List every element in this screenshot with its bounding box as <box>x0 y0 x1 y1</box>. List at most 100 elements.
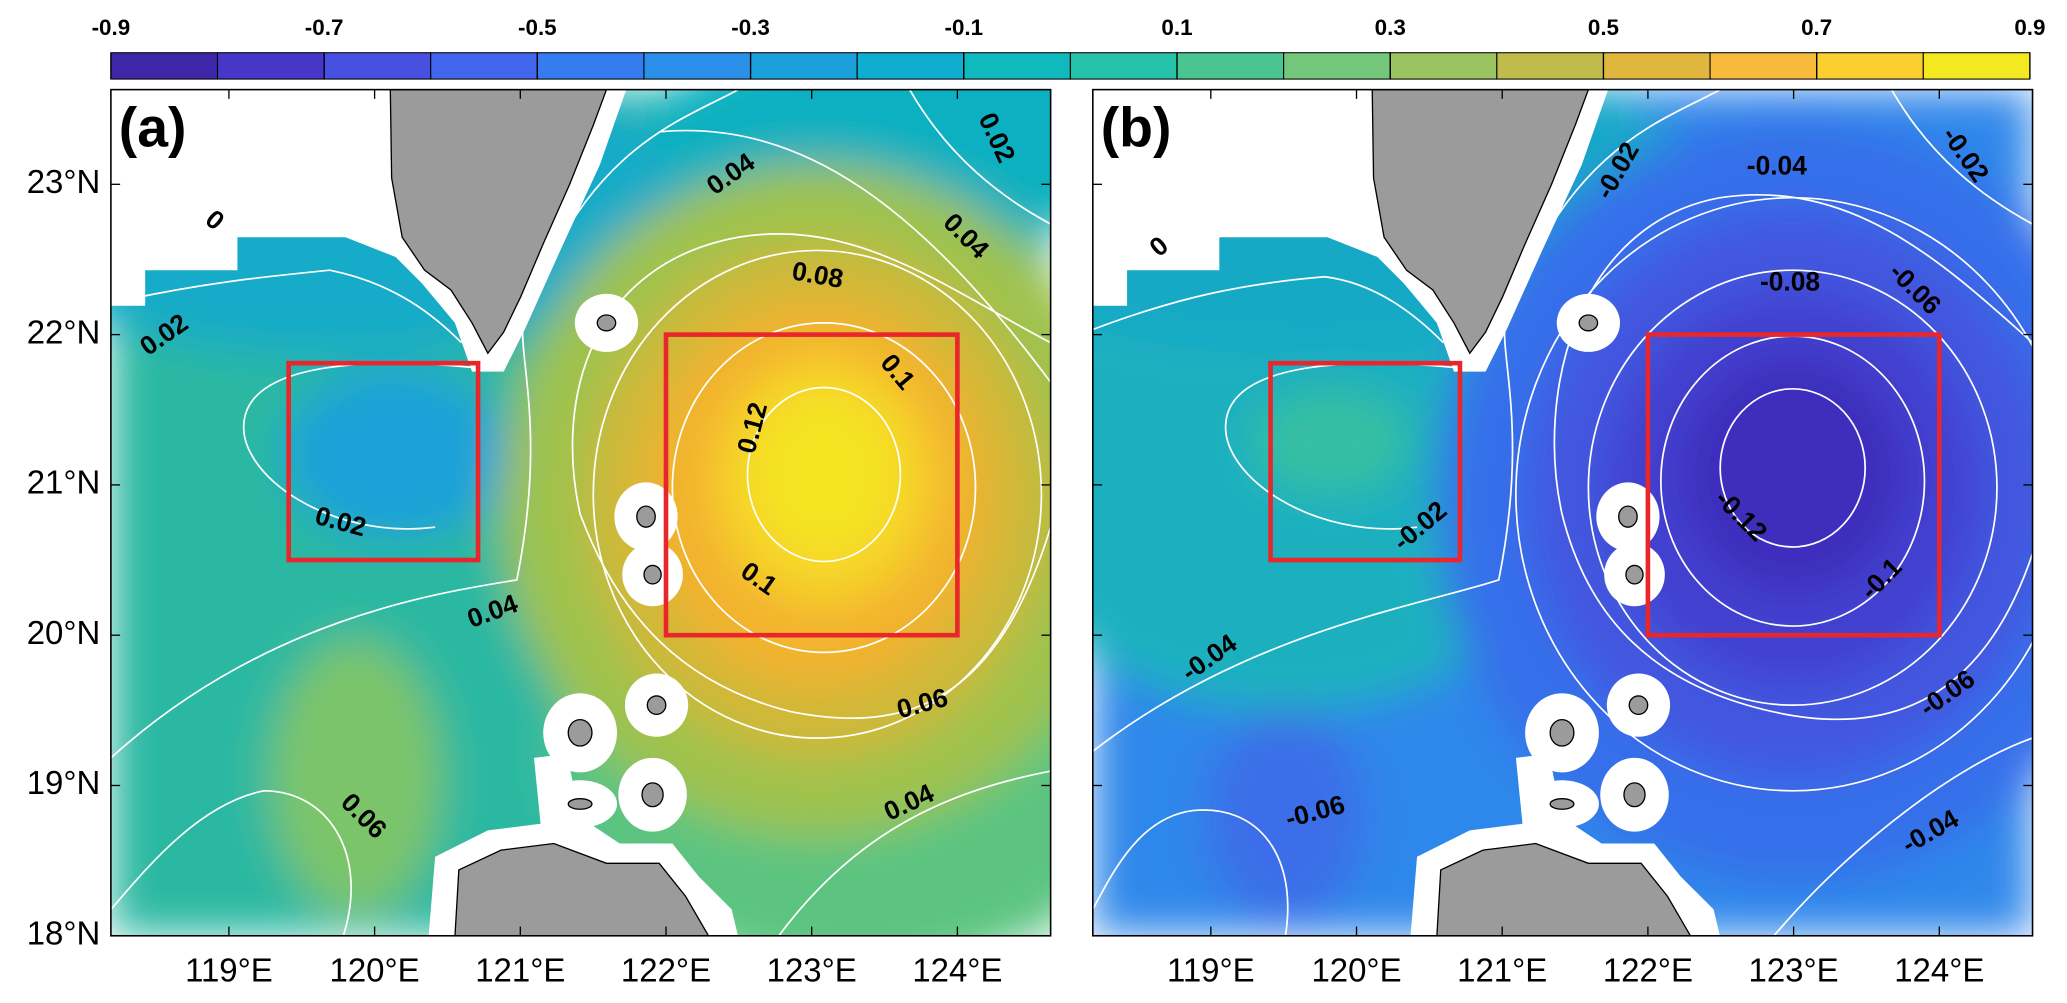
contour-line <box>592 249 1043 739</box>
map-panel: 00.020.040.020.040.080.10.120.020.10.040… <box>27 88 1052 988</box>
contour-line <box>746 386 902 563</box>
colorbar-segment <box>1283 52 1391 80</box>
contour-line <box>1890 89 2033 225</box>
colorbar-tick-label: -0.1 <box>944 15 983 40</box>
colorbar-tick-label: -0.5 <box>518 15 557 40</box>
contour-line <box>571 233 1051 720</box>
study-box <box>1645 332 1942 638</box>
panel-label: (b) <box>1101 96 1172 158</box>
x-tick-label: 122°E <box>1603 951 1693 988</box>
contour-line <box>1587 269 1998 706</box>
colorbar-tick-label: -0.9 <box>92 15 131 40</box>
field-region <box>270 639 442 917</box>
y-tick-label: 22°N <box>27 313 101 350</box>
colorbar-tick-label: 0.7 <box>1801 15 1832 40</box>
study-box <box>286 360 481 563</box>
y-tick-label: 21°N <box>27 464 101 501</box>
field <box>1092 89 2033 936</box>
field-region <box>1206 711 1365 923</box>
island <box>1578 314 1599 332</box>
colorbar-segment <box>1389 52 1498 80</box>
colorbar-segment <box>1602 52 1711 80</box>
island <box>641 782 664 808</box>
contour-line <box>1092 89 1721 752</box>
island <box>1549 718 1575 747</box>
island <box>567 718 593 747</box>
colorbar-segment <box>963 52 1071 80</box>
colorbar-segment <box>1496 52 1604 80</box>
colorbar-tick-label: 0.5 <box>1588 15 1619 40</box>
island <box>567 798 593 810</box>
field-region <box>1680 355 1905 594</box>
island <box>1628 695 1649 716</box>
island <box>643 564 662 585</box>
colorbar-segment <box>110 52 219 80</box>
colorbar-segment <box>323 52 432 80</box>
x-tick-label: 124°E <box>912 951 1002 988</box>
land <box>1371 89 1590 355</box>
x-tick-label: 123°E <box>767 951 857 988</box>
colorbar-segment <box>856 52 965 80</box>
y-tick-label: 18°N <box>27 914 101 951</box>
x-tick-label: 120°E <box>330 951 420 988</box>
colorbar-segment <box>643 52 752 80</box>
contour-label: -0.04 <box>1747 150 1807 180</box>
contour-line <box>1719 387 1867 548</box>
map-panel: 0-0.02 -0.04 -0.02-0.08 -0.06-0.02 -0.12-0.1… <box>1092 88 2034 988</box>
y-tick-label: 20°N <box>27 614 101 651</box>
contour-line <box>777 770 1051 936</box>
x-tick-label: 120°E <box>1311 951 1401 988</box>
land <box>1436 842 1692 936</box>
island <box>596 314 617 332</box>
contour-line <box>1092 809 1289 936</box>
study-box <box>663 332 960 638</box>
x-tick-label: 121°E <box>475 951 565 988</box>
x-tick-label: 119°E <box>1167 951 1255 988</box>
colorbar-tick-label: -0.7 <box>305 15 344 40</box>
contour-line <box>1553 193 2033 721</box>
colorbar-tick-label: 0.3 <box>1375 15 1406 40</box>
colorbar-segment <box>750 52 858 80</box>
contour-line <box>110 269 463 344</box>
y-tick-label: 23°N <box>27 163 101 200</box>
contour-line <box>110 789 352 936</box>
colorbar-tick-label: 0.9 <box>2014 15 2045 40</box>
colorbar-tick-label: -0.3 <box>731 15 770 40</box>
y-tick-label: 19°N <box>27 764 101 801</box>
colorbar-segment <box>1816 52 1924 80</box>
island <box>1623 782 1646 808</box>
colorbar-segment <box>216 52 325 80</box>
contour-line <box>110 89 739 759</box>
field <box>110 89 1051 936</box>
field-region <box>1252 388 1411 495</box>
contour-label: -0.08 <box>1760 266 1820 296</box>
contour-line <box>671 322 977 654</box>
study-box <box>1268 360 1463 563</box>
island <box>1625 564 1644 585</box>
island <box>1618 505 1638 528</box>
field-region <box>283 369 508 541</box>
colorbar-segment <box>536 52 645 80</box>
island <box>636 505 656 528</box>
contour-line <box>1092 275 1445 344</box>
colorbar-segment <box>1176 52 1285 80</box>
map-frame <box>110 88 1052 937</box>
panel-label: (a) <box>119 96 187 158</box>
colorbar-tick-label: 0.1 <box>1161 15 1192 40</box>
land <box>454 842 710 936</box>
island <box>646 695 667 716</box>
island <box>1549 798 1575 810</box>
land <box>389 89 608 355</box>
x-tick-label: 122°E <box>621 951 711 988</box>
colorbar-segment <box>1709 52 1818 80</box>
x-tick-label: 123°E <box>1749 951 1839 988</box>
colorbar-segment <box>430 52 538 80</box>
contour-line <box>659 129 1051 383</box>
colorbar-segment <box>1922 52 2031 80</box>
colorbar-segment <box>1069 52 1178 80</box>
x-tick-label: 121°E <box>1457 951 1547 988</box>
contour-line <box>1772 737 2033 936</box>
x-tick-label: 124°E <box>1894 951 1984 988</box>
field-region <box>751 392 897 557</box>
